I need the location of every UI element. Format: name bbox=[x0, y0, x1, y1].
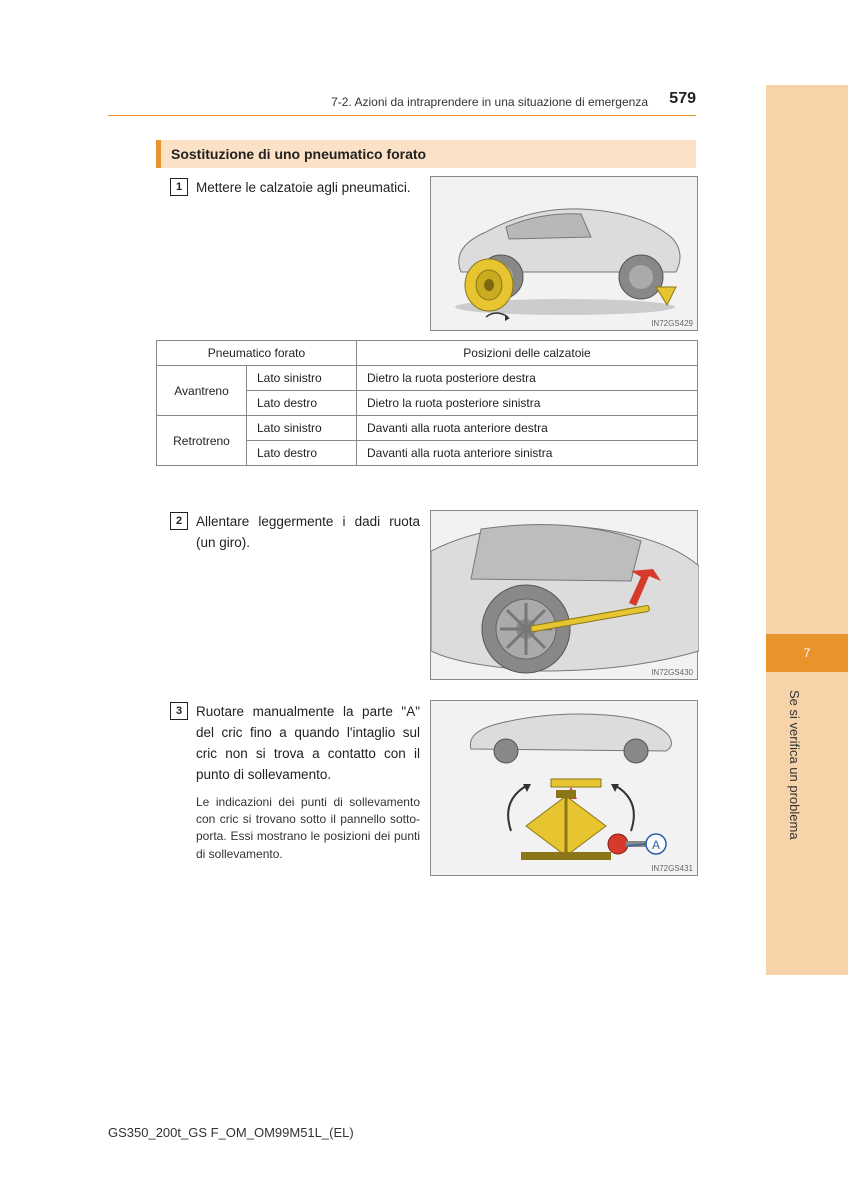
step-2-text: Allentare leggermente i dadi ruota (un g… bbox=[196, 512, 420, 554]
step-3-text: Ruotare manualmente la parte "A" del cri… bbox=[196, 702, 420, 786]
table-cell: Lato sinistro bbox=[247, 416, 357, 441]
jack-icon: A bbox=[431, 701, 699, 877]
illustration-id: IN72GS430 bbox=[651, 668, 693, 677]
table-cell: Davanti alla ruota anteriore sinistra bbox=[357, 441, 698, 466]
step-number-box: 2 bbox=[170, 512, 188, 530]
page-number: 579 bbox=[669, 90, 696, 108]
step-1-text: Mettere le calzatoie agli pneumatici. bbox=[196, 178, 411, 199]
illustration-jack: A IN72GS431 bbox=[430, 700, 698, 876]
wheel-wrench-icon bbox=[431, 511, 699, 681]
table-cell: Davanti alla ruota anteriore destra bbox=[357, 416, 698, 441]
step-number-box: 1 bbox=[170, 178, 188, 196]
breadcrumb: 7-2. Azioni da intraprendere in una situ… bbox=[331, 95, 648, 109]
table-cell: Dietro la ruota posteriore destra bbox=[357, 366, 698, 391]
table-cell: Dietro la ruota posteriore sinistra bbox=[357, 391, 698, 416]
step-3: 3 Ruotare manualmente la parte "A" del c… bbox=[170, 702, 420, 863]
table-cell: Retrotreno bbox=[157, 416, 247, 466]
step-2: 2 Allentare leggermente i dadi ruota (un… bbox=[170, 512, 420, 554]
step-1: 1 Mettere le calzatoie agli pneumatici. bbox=[170, 178, 420, 199]
step-number-box: 3 bbox=[170, 702, 188, 720]
illustration-id: IN72GS429 bbox=[651, 319, 693, 328]
side-chapter-tab: 7 bbox=[766, 634, 848, 672]
chock-position-table: Pneumatico forato Posizioni delle calzat… bbox=[156, 340, 698, 466]
table-cell: Avantreno bbox=[157, 366, 247, 416]
illustration-wheel-chocks: IN72GS429 bbox=[430, 176, 698, 331]
side-tab-background bbox=[766, 85, 848, 975]
header-rule bbox=[108, 115, 696, 116]
side-chapter-number: 7 bbox=[804, 646, 811, 660]
table-header-flat-tire: Pneumatico forato bbox=[157, 341, 357, 366]
illustration-loosen-nuts: IN72GS430 bbox=[430, 510, 698, 680]
car-chocks-icon bbox=[431, 177, 699, 332]
jack-part-a-label: A bbox=[652, 838, 660, 852]
table-header-chock-pos: Posizioni delle calzatoie bbox=[357, 341, 698, 366]
side-chapter-label: Se si verifica un problema bbox=[787, 690, 802, 840]
table-cell: Lato sinistro bbox=[247, 366, 357, 391]
section-title: Sostituzione di uno pneumatico forato bbox=[156, 140, 696, 168]
step-3-subtext: Le indicazioni dei punti di sollevamento… bbox=[196, 794, 420, 864]
illustration-id: IN72GS431 bbox=[651, 864, 693, 873]
table-cell: Lato destro bbox=[247, 441, 357, 466]
footer-document-code: GS350_200t_GS F_OM_OM99M51L_(EL) bbox=[108, 1125, 354, 1140]
table-cell: Lato destro bbox=[247, 391, 357, 416]
